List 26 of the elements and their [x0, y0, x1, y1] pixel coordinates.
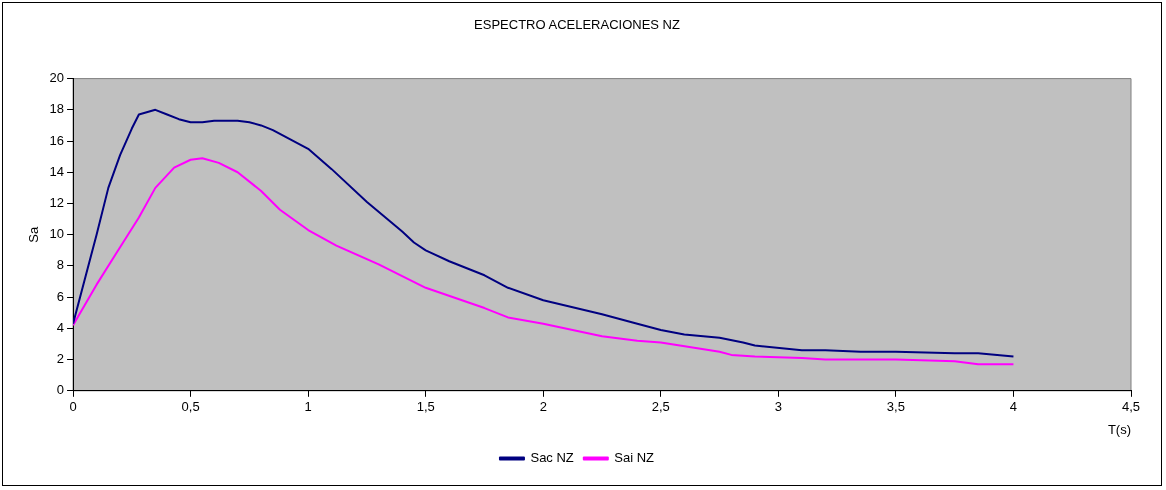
x-tick-label: 1 — [304, 399, 312, 415]
y-tick-label: 12 — [49, 195, 65, 211]
x-tick-label: 3 — [774, 399, 782, 415]
y-tick-label: 0 — [56, 382, 65, 398]
chart-title: ESPECTRO ACELERACIONES NZ — [474, 17, 680, 33]
x-tick-label: 0 — [69, 399, 77, 415]
x-tick-label: 2,5 — [651, 399, 670, 415]
x-tick-label: 2 — [539, 399, 547, 415]
x-tick-label: 4 — [1009, 399, 1018, 415]
y-tick-label: 8 — [56, 257, 65, 273]
x-tick-label: 0,5 — [181, 399, 200, 415]
x-axis-title: T(s) — [1107, 421, 1131, 437]
x-tick-label: 4,5 — [1121, 399, 1141, 415]
y-tick-label: 6 — [56, 288, 65, 304]
x-tick-label: 1,5 — [416, 399, 435, 415]
x-tick-label: 3,5 — [886, 399, 905, 415]
y-tick-label: 2 — [56, 351, 65, 367]
legend-label: Sac NZ — [530, 450, 574, 466]
y-tick-label: 4 — [56, 319, 65, 335]
y-tick-label: 16 — [49, 132, 65, 148]
y-tick-label: 18 — [49, 101, 65, 117]
y-axis-title: Sa — [26, 225, 42, 243]
legend-label: Sai NZ — [614, 450, 655, 466]
y-tick-label: 10 — [49, 226, 65, 242]
y-tick-label: 20 — [49, 70, 65, 86]
y-tick-label: 14 — [49, 163, 65, 179]
